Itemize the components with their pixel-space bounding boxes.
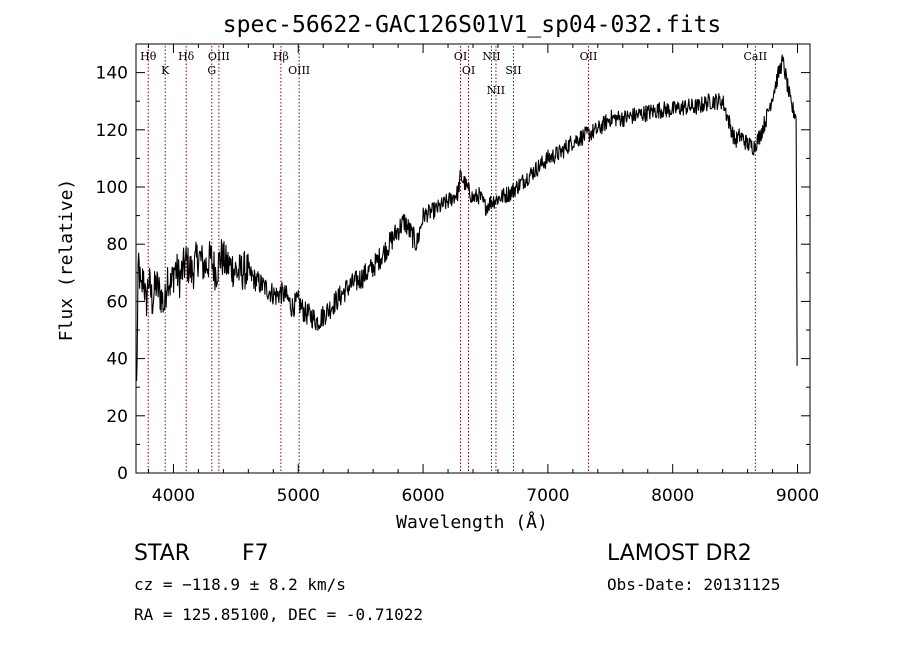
coordinates-text: RA = 125.85100, DEC = -0.71022 <box>134 605 423 624</box>
plot-frame <box>135 43 811 474</box>
line-marker-label: OI <box>454 50 467 63</box>
line-marker-label: OI <box>462 64 475 77</box>
y-tick-label: 140 <box>96 64 128 84</box>
line-marker-label: Hθ <box>140 50 157 63</box>
line-marker-label: NII <box>482 50 500 63</box>
y-tick-label: 20 <box>106 407 128 427</box>
line-marker-label: G <box>207 64 216 77</box>
x-tick-label: 6000 <box>401 486 444 506</box>
line-marker-label: CaII <box>743 50 767 63</box>
line-marker-label: Hβ <box>273 50 289 63</box>
y-tick-label: 120 <box>96 121 128 141</box>
x-tick-label: 4000 <box>152 486 195 506</box>
object-type: STAR <box>134 541 190 566</box>
redshift-text: cz = −118.9 ± 8.2 km/s <box>134 575 346 594</box>
y-tick-label: 40 <box>106 350 128 370</box>
x-axis-label: Wavelength (Å) <box>396 511 548 533</box>
spectrum-layer <box>136 54 798 382</box>
spectrum-line <box>136 54 798 382</box>
x-tick-label: 9000 <box>776 486 819 506</box>
line-marker-label: OIII <box>208 50 230 63</box>
line-marker-label: K <box>161 64 170 77</box>
line-marker-label: Hδ <box>178 50 195 63</box>
y-tick-label: 100 <box>96 178 128 198</box>
y-tick-label: 80 <box>106 235 128 255</box>
line-marker-label: SII <box>505 64 521 77</box>
y-tick-label: 0 <box>117 464 128 484</box>
x-tick-label: 7000 <box>526 486 569 506</box>
survey-name: LAMOST DR2 <box>607 541 752 566</box>
line-marker-label: OIII <box>288 64 310 77</box>
x-tick-label: 8000 <box>651 486 694 506</box>
line-marker-label: OII <box>580 50 598 63</box>
spectral-subclass: F7 <box>242 541 269 566</box>
x-tick-label: 5000 <box>277 486 320 506</box>
y-tick-label: 60 <box>106 292 128 312</box>
observation-date: Obs-Date: 20131125 <box>607 575 780 594</box>
line-marker-label: NII <box>487 84 505 97</box>
chart-title: spec-56622-GAC126S01V1_sp04-032.fits <box>223 12 722 38</box>
y-axis-label: Flux (relative) <box>56 179 77 342</box>
